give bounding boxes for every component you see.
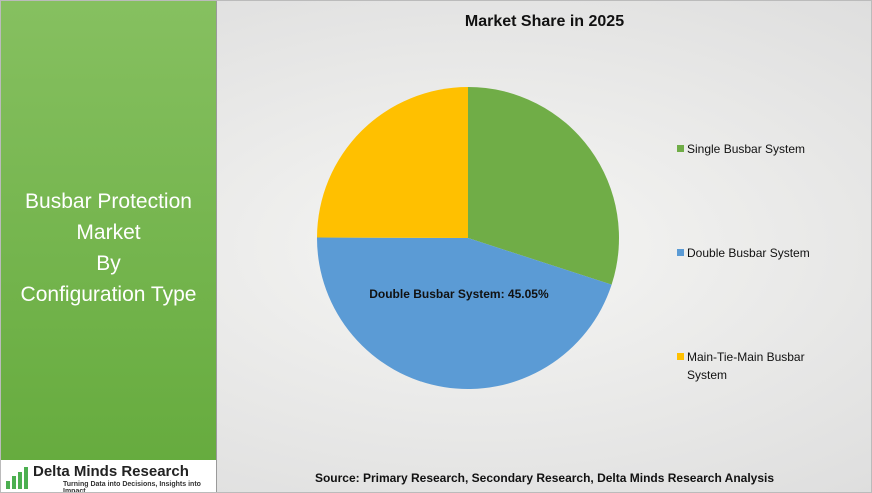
sidebar-title-line: By [96,252,121,275]
chart-title: Market Share in 2025 [464,13,625,30]
legend-item: Main-Tie-Main Busbar System [677,348,837,384]
pie-slice [468,87,619,285]
logo-icon [6,467,28,489]
logo: Delta Minds Research Turning Data into D… [1,460,216,493]
logo-tagline: Turning Data into Decisions, Insights in… [63,481,201,493]
legend-label: Double Busbar System [687,246,810,260]
legend-item: Double Busbar System [677,244,837,262]
legend-label: Main-Tie-Main Busbar System [687,350,805,382]
sidebar-title-line: Market [76,221,141,244]
source-note: Source: Primary Research, Secondary Rese… [314,471,775,485]
sidebar-title-line: Busbar Protection [25,190,192,213]
legend-item: Single Busbar System [677,140,837,158]
legend-swatch [677,249,684,256]
legend-swatch [677,353,684,360]
pie-slice [317,87,468,238]
logo-name: Delta Minds Research [33,463,189,480]
sidebar-title-line: Configuration Type [20,283,197,306]
pie-slice [317,237,612,389]
sidebar: Busbar Protection Market By Configuration T… [1,1,217,493]
legend-label: Single Busbar System [687,142,806,156]
data-label: Double Busbar System: 45.05% [369,287,549,301]
legend-swatch [677,145,684,152]
sidebar-title: Busbar Protection Market By Configuration T… [1,186,216,310]
